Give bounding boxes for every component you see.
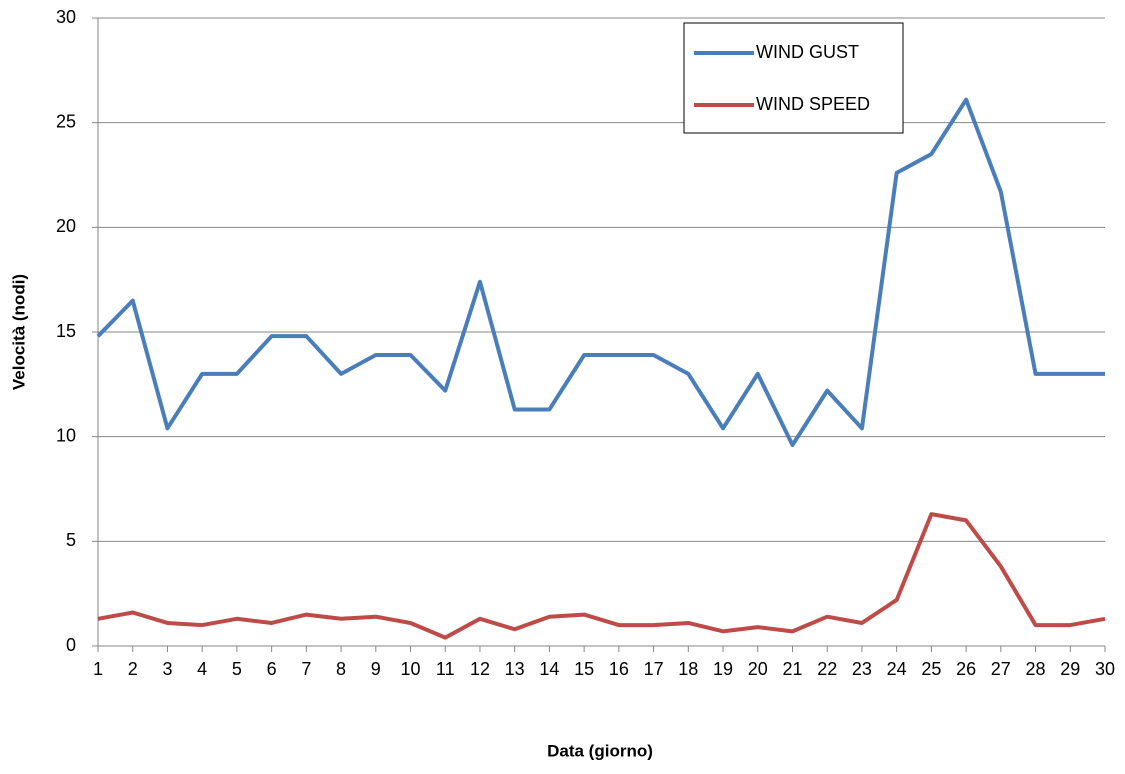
x-tick-label: 29 [1060,659,1080,679]
x-tick-label: 11 [436,659,455,679]
x-tick-label: 10 [401,659,421,679]
x-tick-label: 7 [301,659,311,679]
x-tick-label: 5 [232,659,242,679]
legend-box [683,22,904,134]
y-tick-label: 20 [56,216,76,236]
y-tick-label: 0 [66,635,76,655]
data-line [97,512,1106,640]
y-tick-label: 15 [56,321,76,341]
x-tick-label: 6 [267,659,277,679]
x-tick-label: 1 [93,659,103,679]
x-tick-label: 21 [782,659,802,679]
x-tick-label: 23 [852,659,872,679]
x-tick-label: 18 [678,659,698,679]
legend: WIND GUST WIND SPEED [683,22,904,134]
x-tick-label: 24 [887,659,907,679]
x-tick-label: 30 [1095,659,1115,679]
x-tick-label: 12 [470,659,490,679]
y-tick-label: 30 [56,7,76,27]
legend-label: WIND SPEED [756,94,870,114]
x-tick-label: 16 [609,659,629,679]
x-tick-label: 8 [336,659,346,679]
y-tick-label: 10 [56,425,76,445]
x-tick-label: 3 [162,659,172,679]
x-tick-label: 26 [956,659,976,679]
x-tick-label: 25 [921,659,941,679]
x-tick-label: 28 [1026,659,1046,679]
x-tick-label: 4 [197,659,207,679]
x-tick-label: 15 [574,659,594,679]
x-tick-label: 17 [644,659,664,679]
x-tick-label: 27 [991,659,1011,679]
data-line [96,97,1105,448]
x-tick-label: 14 [539,659,559,679]
x-tick-label: 9 [371,659,381,679]
x-tick-label: 22 [817,659,837,679]
y-tick-label: 5 [66,530,76,550]
y-axis-title: Velocità (nodi) [9,274,28,390]
x-tick-label: 20 [748,659,768,679]
y-tick-label: 25 [56,111,76,131]
x-tick-label: 13 [505,659,525,679]
x-tick-label: 19 [713,659,733,679]
x-axis-title: Data (giorno) [547,741,653,760]
legend-label: WIND GUST [756,42,859,62]
x-tick-label: 2 [128,659,138,679]
